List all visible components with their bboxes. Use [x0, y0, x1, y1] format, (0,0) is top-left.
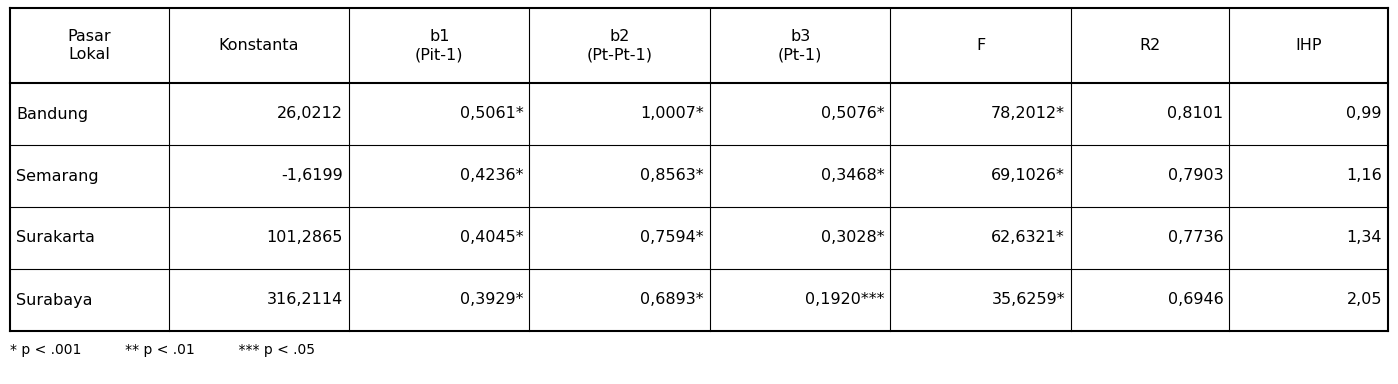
Text: 69,1026*: 69,1026* [991, 169, 1065, 184]
Text: Surabaya: Surabaya [15, 293, 92, 308]
Text: 1,0007*: 1,0007* [640, 106, 705, 121]
Text: 1,16: 1,16 [1346, 169, 1383, 184]
Text: Semarang: Semarang [15, 169, 99, 184]
Text: 0,99: 0,99 [1346, 106, 1383, 121]
Text: 0,4045*: 0,4045* [460, 230, 523, 245]
Text: 0,3468*: 0,3468* [821, 169, 885, 184]
Text: 0,8101: 0,8101 [1167, 106, 1223, 121]
Text: b3
(Pt-1): b3 (Pt-1) [779, 29, 822, 62]
Text: 26,0212: 26,0212 [277, 106, 343, 121]
Text: -1,6199: -1,6199 [281, 169, 343, 184]
Text: 0,7736: 0,7736 [1167, 230, 1223, 245]
Text: Konstanta: Konstanta [218, 38, 299, 53]
Text: b1
(Pit-1): b1 (Pit-1) [415, 29, 464, 62]
Text: IHP: IHP [1296, 38, 1323, 53]
Text: 0,4236*: 0,4236* [460, 169, 523, 184]
Text: F: F [976, 38, 986, 53]
Text: 35,6259*: 35,6259* [991, 293, 1065, 308]
Text: R2: R2 [1139, 38, 1160, 53]
Text: 101,2865: 101,2865 [267, 230, 343, 245]
Text: 2,05: 2,05 [1346, 293, 1383, 308]
Text: Surakarta: Surakarta [15, 230, 95, 245]
Text: 0,1920***: 0,1920*** [805, 293, 885, 308]
Text: b2
(Pt-Pt-1): b2 (Pt-Pt-1) [587, 29, 653, 62]
Text: 0,7594*: 0,7594* [640, 230, 705, 245]
Text: 78,2012*: 78,2012* [991, 106, 1065, 121]
Text: 0,6893*: 0,6893* [640, 293, 705, 308]
Text: * p < .001          ** p < .01          *** p < .05: * p < .001 ** p < .01 *** p < .05 [10, 343, 315, 357]
Text: 316,2114: 316,2114 [267, 293, 343, 308]
Text: 0,8563*: 0,8563* [640, 169, 705, 184]
Text: Pasar
Lokal: Pasar Lokal [67, 29, 110, 62]
Text: 1,34: 1,34 [1346, 230, 1383, 245]
Text: 62,6321*: 62,6321* [991, 230, 1065, 245]
Text: 0,3929*: 0,3929* [460, 293, 523, 308]
Text: 0,5076*: 0,5076* [821, 106, 885, 121]
Text: 0,6946: 0,6946 [1167, 293, 1223, 308]
Text: 0,7903: 0,7903 [1167, 169, 1223, 184]
Text: 0,3028*: 0,3028* [821, 230, 885, 245]
Text: 0,5061*: 0,5061* [460, 106, 523, 121]
Text: Bandung: Bandung [15, 106, 88, 121]
